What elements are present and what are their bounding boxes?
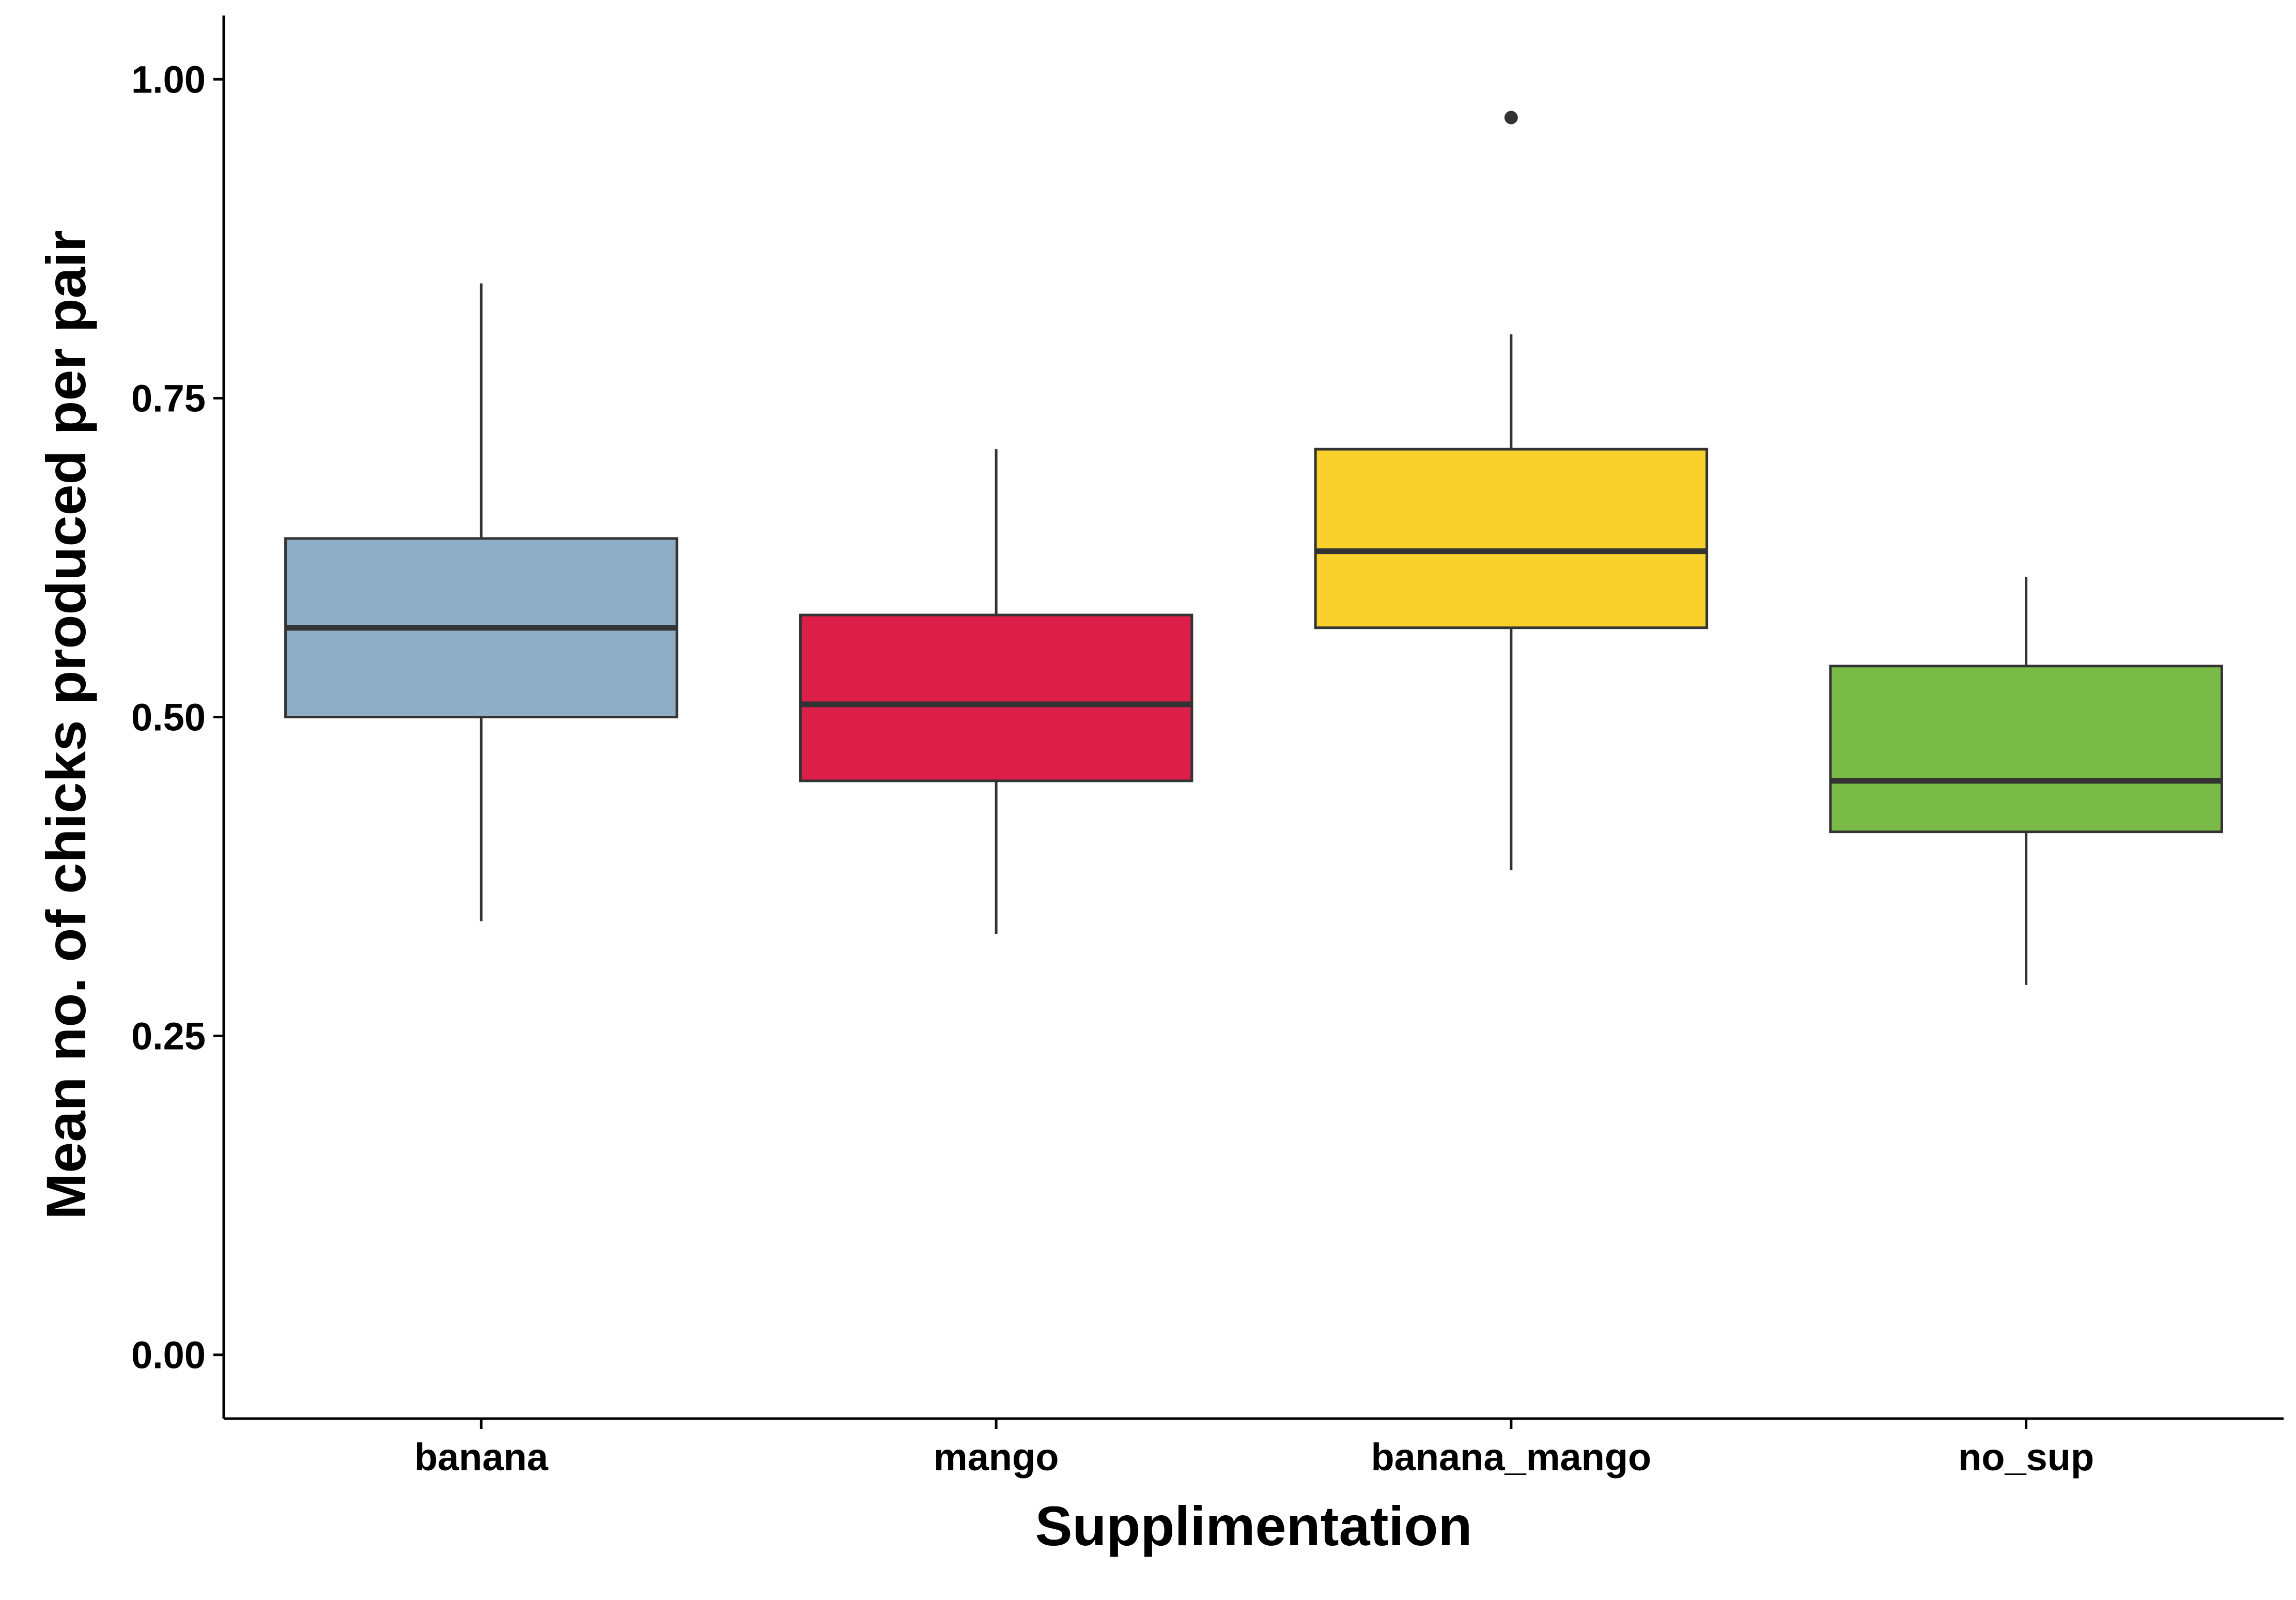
box-banana [284, 283, 678, 921]
x-tick-label: banana_mango [1371, 1436, 1651, 1479]
box-mango [799, 449, 1193, 934]
plot-marks [284, 111, 2223, 985]
box-no_sup [1829, 577, 2223, 985]
y-tick-label: 0.75 [131, 377, 206, 420]
x-axis-ticks: banana mango banana_mango no_sup [414, 1419, 2094, 1479]
outlier-point [1504, 111, 1518, 125]
y-tick-label: 0.00 [131, 1334, 206, 1377]
iqr-box [1829, 665, 2223, 834]
iqr-box [799, 613, 1193, 782]
y-tick-label: 0.50 [131, 696, 206, 739]
x-tick-label: mango [934, 1436, 1059, 1479]
box-banana_mango [1314, 111, 1709, 870]
y-tick-label: 0.25 [131, 1015, 206, 1058]
x-tick-label: no_sup [1958, 1436, 2094, 1479]
y-axis-ticks: 0.00 0.25 0.50 0.75 1.00 [131, 58, 224, 1377]
iqr-box [1314, 448, 1709, 629]
axes: 0.00 0.25 0.50 0.75 1.00 banana mango banana_m… [131, 16, 2284, 1479]
x-tick-label: banana [414, 1436, 549, 1479]
y-axis-title: Mean no. of chicks produced per pair [35, 230, 97, 1219]
x-axis-title: Supplimentation [1035, 1495, 1472, 1557]
y-tick-label: 1.00 [131, 58, 206, 101]
